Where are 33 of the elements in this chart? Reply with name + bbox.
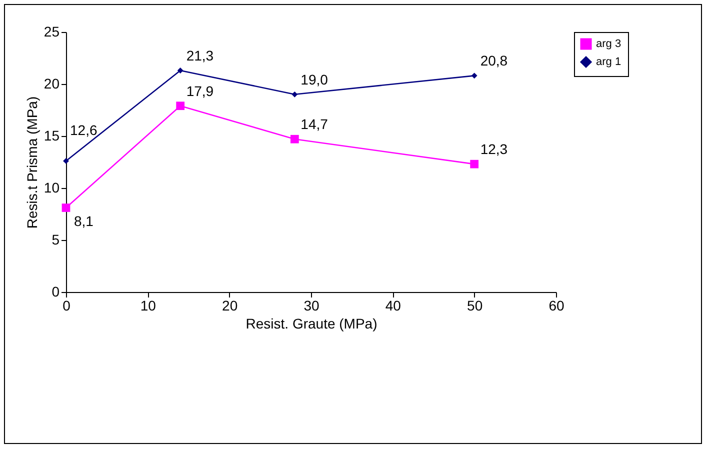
- data-label: 19,0: [300, 71, 328, 88]
- x-tick-label: 60: [548, 298, 564, 314]
- x-tick-label: 0: [62, 298, 71, 314]
- x-tick-label: 20: [222, 298, 238, 314]
- y-tick-label: 5: [52, 232, 60, 248]
- legend-label: arg 3: [596, 38, 622, 50]
- point: [292, 91, 298, 98]
- x-tick-label: 40: [385, 298, 402, 314]
- y-axis-title: Resis.t Prisma (MPa): [24, 96, 40, 229]
- data-label: 12,6: [70, 122, 98, 138]
- y-tick-label: 0: [52, 284, 60, 300]
- point: [176, 102, 185, 110]
- data-label: 14,7: [300, 116, 328, 132]
- point: [63, 158, 69, 164]
- point: [471, 72, 478, 79]
- y-tick-label: 10: [44, 180, 60, 196]
- point: [470, 160, 479, 168]
- point: [290, 134, 299, 144]
- point: [177, 68, 184, 74]
- data-label: 21,3: [186, 47, 214, 64]
- data-label: 8,1: [74, 212, 94, 229]
- x-tick-label: 10: [140, 298, 156, 314]
- y-tick-label: 20: [44, 76, 60, 92]
- data-label: 20,8: [480, 52, 508, 69]
- x-tick-label: 30: [304, 298, 320, 314]
- data-label: 12,3: [480, 141, 508, 158]
- legend-label: arg 1: [596, 56, 622, 68]
- x-tick-label: 50: [467, 298, 483, 314]
- data-label: 17,9: [186, 82, 214, 99]
- y-tick-label: 25: [44, 24, 60, 40]
- point: [62, 204, 70, 212]
- y-tick-label: 15: [44, 128, 60, 144]
- x-axis-title: Resist. Graute (MPa): [246, 316, 378, 332]
